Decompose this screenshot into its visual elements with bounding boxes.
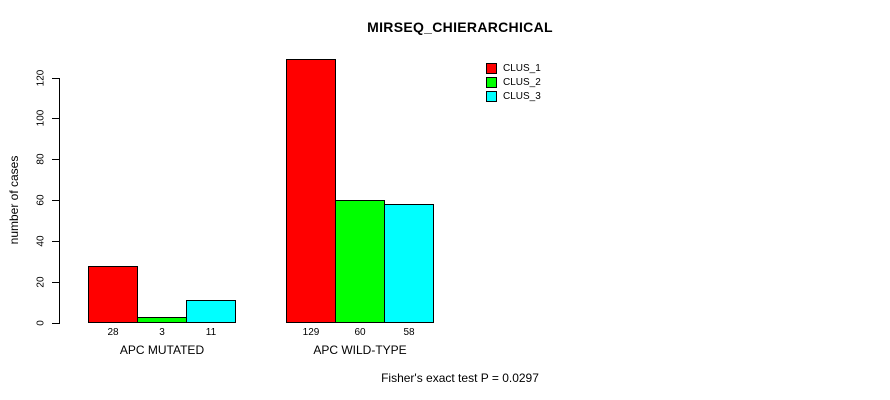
y-tick	[52, 282, 59, 284]
legend-item-clus_1: CLUS_1	[486, 62, 541, 75]
legend-item-clus_3: CLUS_3	[486, 90, 541, 103]
bar-value-label: 28	[107, 327, 119, 338]
y-tick-label: 20	[35, 276, 47, 288]
chart-title: MIRSEQ_CHIERARCHICAL	[367, 19, 553, 35]
y-tick	[52, 77, 59, 79]
bar-clus_2-2	[335, 200, 385, 323]
bar-value-label: 58	[403, 327, 415, 338]
legend-item-clus_2: CLUS_2	[486, 76, 541, 89]
bar-clus_1-2	[286, 59, 336, 323]
y-axis	[59, 77, 60, 324]
bar-clus_1-1	[88, 266, 138, 323]
y-tick-label: 80	[35, 153, 47, 165]
legend-swatch-icon	[486, 63, 497, 74]
x-category-label: APC WILD-TYPE	[313, 343, 407, 357]
y-tick	[52, 200, 59, 202]
y-tick-label: 100	[35, 110, 47, 127]
y-axis-label: number of cases	[7, 155, 21, 245]
y-tick	[52, 323, 59, 324]
bar-clus_3-1	[186, 300, 236, 323]
x-category-label: APC MUTATED	[119, 343, 205, 357]
bar-clus_2-1	[137, 317, 187, 323]
y-tick	[52, 118, 59, 120]
y-tick	[52, 241, 59, 243]
legend-label: CLUS_3	[503, 91, 541, 102]
legend-label: CLUS_1	[503, 63, 541, 74]
bar-value-label: 60	[354, 327, 366, 338]
y-tick-label: 60	[35, 194, 47, 206]
bar-value-label: 129	[302, 327, 320, 338]
annotation-text: Fisher's exact test P = 0.0297	[381, 371, 539, 385]
bar-value-label: 11	[205, 327, 217, 338]
bar-clus_3-2	[384, 204, 434, 323]
legend-swatch-icon	[486, 77, 497, 88]
bar-value-label: 3	[159, 327, 165, 338]
y-tick-label: 0	[35, 320, 47, 326]
y-tick-label: 120	[35, 69, 47, 86]
legend: CLUS_1 CLUS_2 CLUS_3	[486, 62, 541, 104]
legend-swatch-icon	[486, 91, 497, 102]
y-tick	[52, 159, 59, 161]
legend-label: CLUS_2	[503, 77, 541, 88]
y-tick-label: 40	[35, 235, 47, 247]
